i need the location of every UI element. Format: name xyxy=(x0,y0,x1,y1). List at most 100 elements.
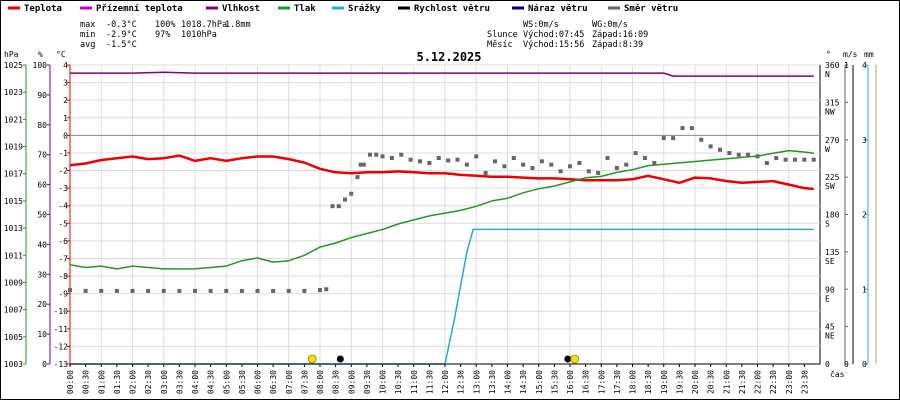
temperature-tick-label: -1 xyxy=(58,149,68,158)
wind-direction-point xyxy=(239,288,244,293)
humidity-unit-label: % xyxy=(38,50,43,59)
wind-direction-point xyxy=(224,288,229,293)
winddir-compass-label: SW xyxy=(825,182,835,191)
astro-moon-rise: Východ:15:56 xyxy=(523,40,584,50)
wind-direction-point xyxy=(146,288,151,293)
axes-layer: 1025102310211019101710151013101110091007… xyxy=(4,61,877,394)
sun-marker-icon xyxy=(570,354,580,364)
x-tick-label: 09:00 xyxy=(347,370,356,394)
legend: Teplota Přízemní teplota Vlhkost Tlak Srážky… xyxy=(8,3,678,14)
temperature-unit-label: °C xyxy=(56,50,66,59)
winddir-tick-label: 270 xyxy=(825,136,840,145)
legend-item-label: Vlhkost xyxy=(222,4,260,14)
wind-direction-point xyxy=(643,156,647,161)
astro-sun-label: Slunce xyxy=(487,30,518,40)
chart-title: 5.12.2025 xyxy=(416,50,481,64)
x-tick-label: 20:00 xyxy=(691,370,700,394)
wind-direction-point xyxy=(708,144,713,149)
wind-direction-point xyxy=(208,288,213,293)
x-tick-label: 00:00 xyxy=(66,370,75,394)
series-line-teplota xyxy=(69,154,814,191)
x-tick-label: 15:30 xyxy=(550,370,559,394)
pressure-tick-label: 1011 xyxy=(4,251,23,260)
legend-item-label: Tlak xyxy=(294,4,316,14)
winddir-compass-label: NW xyxy=(825,107,835,116)
temperature-tick-label: -10 xyxy=(54,307,69,316)
wind-direction-point xyxy=(483,170,488,175)
wind-direction-point xyxy=(114,288,119,293)
wind-direction-point xyxy=(652,161,657,166)
wind-direction-point xyxy=(349,191,354,196)
moon-marker-icon xyxy=(564,355,572,363)
x-tick-label: 07:00 xyxy=(285,370,294,394)
humidity-tick-label: 20 xyxy=(37,300,47,309)
x-tick-label: 04:00 xyxy=(191,370,200,394)
wind-direction-point xyxy=(83,288,88,293)
x-tick-label: 18:30 xyxy=(644,370,653,394)
windspeed-tick-label: 1 xyxy=(844,61,849,70)
wind-direction-point xyxy=(271,288,276,293)
x-tick-label: 10:30 xyxy=(394,370,403,394)
wind-direction-point xyxy=(474,154,479,159)
x-tick-label: 01:30 xyxy=(113,370,122,394)
legend-item-label: Směr větru xyxy=(624,3,678,14)
astro-ws: WS:0m/s xyxy=(523,20,559,30)
wind-direction-point xyxy=(255,288,260,293)
temperature-tick-label: -11 xyxy=(54,325,69,334)
winddir-tick-label: 225 xyxy=(825,173,840,182)
wind-direction-point xyxy=(361,162,366,167)
legend-item-label: Rychlost větru xyxy=(414,3,490,14)
wind-direction-point xyxy=(99,288,104,293)
x-tick-label: 12:30 xyxy=(457,370,466,394)
rain-tick-label: 1 xyxy=(862,285,867,294)
windspeed-unit-label: m/s xyxy=(843,50,858,59)
wind-direction-point xyxy=(633,151,638,156)
series-line-tlak xyxy=(69,149,814,270)
pressure-tick-label: 1015 xyxy=(4,197,23,206)
x-tick-label: 10:00 xyxy=(379,370,388,394)
x-tick-label: 06:30 xyxy=(269,370,278,394)
x-tick-label: 19:30 xyxy=(675,370,684,394)
sun-marker-icon xyxy=(307,354,317,364)
x-tick-label: 03:30 xyxy=(175,370,184,394)
stat-min-temp: -2.9°C xyxy=(106,30,137,40)
winddir-unit-label: ° xyxy=(826,50,831,59)
series-line-vlhkost xyxy=(70,71,814,77)
x-tick-label: 09:30 xyxy=(363,370,372,394)
x-tick-label: 01:00 xyxy=(97,370,106,394)
stat-min-press: 1010hPa xyxy=(181,30,217,40)
temperature-tick-label: -2 xyxy=(58,167,68,176)
pressure-tick-label: 1025 xyxy=(4,61,23,70)
winddir-compass-label: E xyxy=(825,294,830,303)
stat-max-temp: -0.3°C xyxy=(106,20,137,30)
wind-direction-point xyxy=(330,204,335,209)
wind-direction-point xyxy=(558,169,563,174)
wind-direction-point xyxy=(68,288,72,293)
wind-direction-point xyxy=(577,161,582,166)
x-tick-label: 23:30 xyxy=(800,370,809,394)
winddir-compass-label: S xyxy=(825,220,830,229)
wind-direction-point xyxy=(689,126,694,131)
winddir-tick-label: 0 xyxy=(825,360,830,369)
legend-item-label: Srážky xyxy=(348,4,381,14)
astro-sun-rise: Východ:07:45 xyxy=(523,30,584,40)
wind-direction-point xyxy=(530,165,535,170)
temperature-tick-label: -13 xyxy=(54,360,69,369)
x-tick-label: 18:00 xyxy=(629,370,638,394)
wind-direction-point xyxy=(755,154,760,159)
stat-max-hum: 100% xyxy=(155,20,175,30)
x-tick-label: 06:00 xyxy=(254,370,263,394)
x-tick-label: 16:30 xyxy=(582,370,591,394)
temperature-tick-label: -8 xyxy=(58,272,68,281)
humidity-tick-label: 90 xyxy=(37,91,47,100)
stat-avg-temp: -1.5°C xyxy=(106,40,137,50)
x-tick-label: 23:00 xyxy=(785,370,794,394)
x-tick-label: 02:30 xyxy=(144,370,153,394)
wind-direction-point xyxy=(718,147,722,152)
stat-min-label: min xyxy=(80,30,95,40)
wind-direction-point xyxy=(358,162,363,167)
wind-direction-point xyxy=(343,197,347,202)
rain-tick-label: 3 xyxy=(862,136,867,145)
winddir-tick-label: 90 xyxy=(825,285,835,294)
